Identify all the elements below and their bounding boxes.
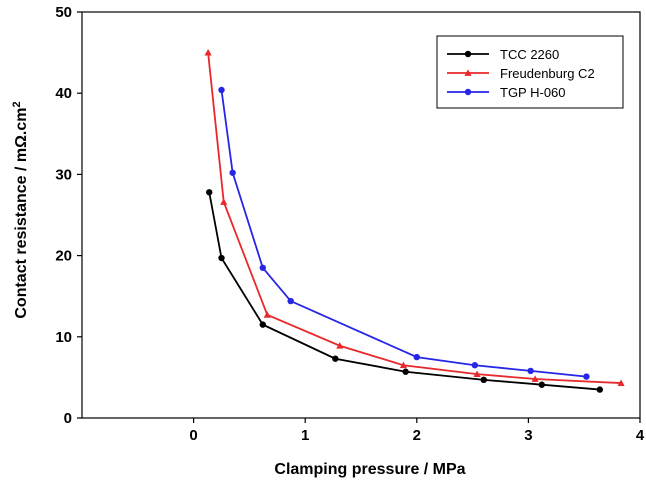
legend-marker-freudenburg-c2 <box>464 69 472 76</box>
y-tick-label: 40 <box>55 85 72 102</box>
y-tick-label: 30 <box>55 166 72 183</box>
series-line-tgp-h-060 <box>220 89 587 378</box>
x-axis-title: Clamping pressure / MPa <box>274 461 465 478</box>
data-point-tcc-2260 <box>538 381 545 388</box>
y-tick-label: 20 <box>55 248 72 265</box>
data-point-freudenburg-c2 <box>220 198 228 205</box>
data-point-tcc-2260 <box>402 368 409 375</box>
x-tick-label: 1 <box>301 427 309 444</box>
x-tick-label: 4 <box>636 427 645 444</box>
data-point-freudenburg-c2 <box>617 379 625 386</box>
series-line-freudenburg-c2 <box>207 52 622 384</box>
plot-frame <box>81 11 641 419</box>
legend-label-tcc-2260: TCC 2260 <box>500 47 559 62</box>
data-point-tgp-h-060 <box>583 373 590 380</box>
data-point-freudenburg-c2 <box>336 342 344 349</box>
series-tcc-2260 <box>206 189 604 393</box>
y-tick-label: 50 <box>55 4 72 21</box>
data-point-freudenburg-c2 <box>531 375 539 382</box>
x-tick-label: 0 <box>189 427 197 444</box>
data-point-tcc-2260 <box>332 355 339 362</box>
x-tick-label: 2 <box>413 427 421 444</box>
legend-label-freudenburg-c2: Freudenburg C2 <box>500 66 595 81</box>
data-point-tgp-h-060 <box>229 169 236 176</box>
y-tick-label: 0 <box>64 410 72 427</box>
data-point-tcc-2260 <box>206 189 213 196</box>
data-point-tgp-h-060 <box>259 264 266 271</box>
y-axis-title-main: Contact resistance / mΩ.cm <box>13 108 30 319</box>
data-point-tgp-h-060 <box>218 86 225 94</box>
legend-marker-tcc-2260 <box>464 50 472 58</box>
series-lines <box>204 49 625 393</box>
legend: TCC 2260 Freudenburg C2 TGP H-060 <box>436 35 624 109</box>
y-axis-title: Contact resistance / mΩ.cm2 <box>11 101 30 318</box>
data-point-freudenburg-c2 <box>399 361 408 369</box>
y-axis-title-superscript: 2 <box>11 101 23 107</box>
data-point-tgp-h-060 <box>527 367 534 375</box>
data-point-tcc-2260 <box>480 376 487 384</box>
series-line-tcc-2260 <box>208 192 600 391</box>
data-point-tgp-h-060 <box>287 297 294 305</box>
data-point-freudenburg-c2 <box>263 311 271 318</box>
data-point-freudenburg-c2 <box>204 49 212 56</box>
legend-label-tgp-h-060: TGP H-060 <box>500 85 566 100</box>
legend-marker-tgp-h-060 <box>464 88 472 96</box>
y-tick-label: 10 <box>55 329 72 346</box>
data-point-tcc-2260 <box>259 321 266 328</box>
data-point-tgp-h-060 <box>471 362 479 369</box>
plot-frame-border <box>81 11 641 419</box>
series-tgp-h-060 <box>218 86 590 380</box>
data-point-tcc-2260 <box>218 254 225 262</box>
data-point-freudenburg-c2 <box>473 370 481 378</box>
x-tick-label: 3 <box>524 427 532 444</box>
series-freudenburg-c2 <box>204 49 625 386</box>
data-point-tcc-2260 <box>596 386 604 393</box>
data-point-tgp-h-060 <box>413 353 420 361</box>
